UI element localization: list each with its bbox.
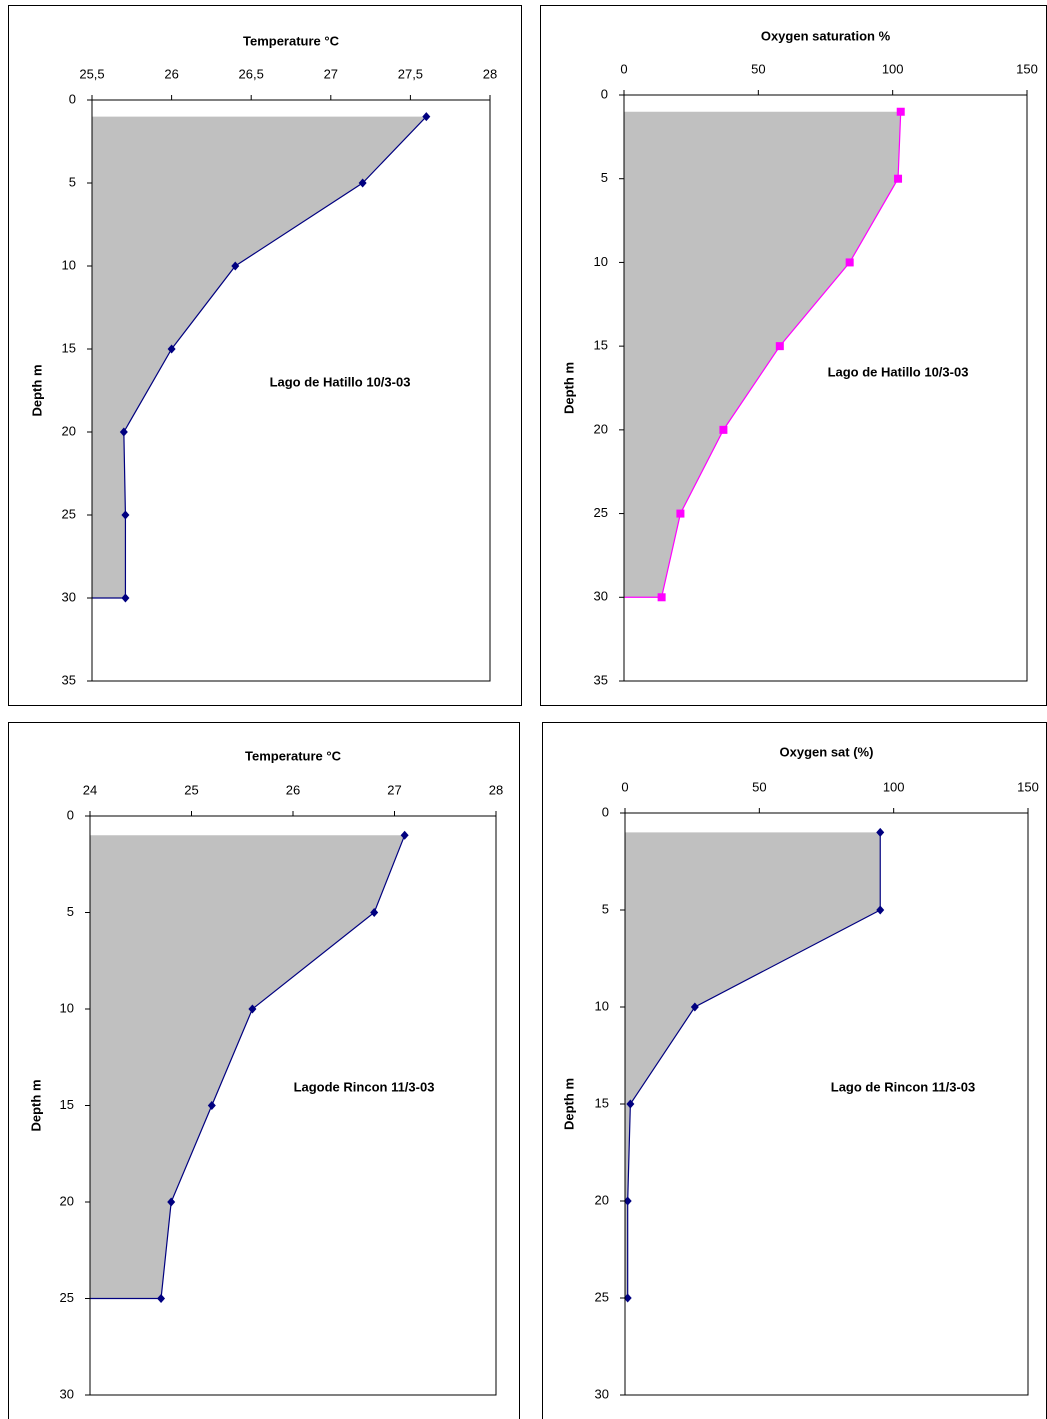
x-tick-label: 27,5: [398, 66, 423, 81]
marker: [775, 342, 784, 351]
y-tick-label: 20: [595, 1192, 609, 1207]
y-tick-label: 25: [62, 506, 76, 521]
x-tick-label: 50: [751, 61, 765, 76]
marker: [623, 1293, 632, 1303]
marker: [876, 827, 885, 837]
marker: [845, 258, 854, 267]
marker: [676, 509, 685, 518]
y-tick-label: 30: [62, 589, 76, 604]
profile-line: [627, 832, 881, 1298]
marker: [894, 174, 903, 183]
plot-border: [91, 99, 491, 682]
y-tick-label: 15: [594, 338, 608, 353]
y-tick-label: 0: [601, 86, 608, 101]
x-tick-label: 0: [621, 779, 628, 794]
x-tick-label: 28: [489, 782, 503, 797]
chart-title: Temperature °C: [243, 33, 340, 48]
annotation: Lago de Rincon 11/3-03: [831, 1079, 976, 1094]
y-tick-label: 0: [602, 804, 609, 819]
x-tick-label: 28: [483, 66, 497, 81]
y-tick-label: 5: [602, 901, 609, 916]
x-tick-label: 26,5: [239, 66, 264, 81]
x-tick-label: 100: [883, 779, 905, 794]
x-tick-label: 0: [620, 61, 627, 76]
annotation: Lago de Hatillo 10/3-03: [828, 364, 969, 379]
y-tick-label: 5: [67, 904, 74, 919]
marker: [167, 344, 176, 354]
y-tick-label: 25: [60, 1290, 74, 1305]
marker: [231, 261, 240, 271]
x-tick-label: 26: [164, 66, 178, 81]
marker: [896, 107, 905, 116]
marker: [167, 1197, 176, 1207]
marker: [626, 1099, 635, 1109]
x-tick-label: 100: [882, 61, 904, 76]
y-tick-label: 25: [595, 1289, 609, 1304]
marker: [358, 178, 367, 188]
y-tick-label: 20: [62, 423, 76, 438]
area-fill: [624, 111, 901, 598]
y-tick-label: 10: [62, 257, 76, 272]
marker: [248, 1004, 257, 1014]
marker: [690, 1002, 699, 1012]
y-axis-label: Depth m: [29, 365, 44, 417]
annotation: Lago de Hatillo 10/3-03: [270, 374, 411, 389]
y-tick-label: 30: [60, 1386, 74, 1401]
y-tick-label: 15: [60, 1097, 74, 1112]
y-axis-label: Depth m: [561, 1078, 576, 1130]
marker: [370, 908, 379, 917]
x-tick-label: 150: [1016, 61, 1038, 76]
y-tick-label: 30: [594, 589, 608, 604]
x-tick-label: 25,5: [79, 66, 104, 81]
annotation: Lagode Rincon 11/3-03: [294, 1079, 435, 1094]
x-tick-label: 50: [752, 779, 766, 794]
marker: [422, 112, 431, 122]
chart-title: Temperature °C: [245, 748, 342, 763]
y-tick-label: 15: [595, 1095, 609, 1110]
marker: [121, 510, 130, 520]
y-axis-label: Depth m: [561, 362, 576, 414]
marker: [119, 427, 128, 437]
y-tick-label: 20: [60, 1193, 74, 1208]
y-tick-label: 20: [594, 421, 608, 436]
y-tick-label: 25: [594, 505, 608, 520]
y-tick-label: 0: [67, 807, 74, 822]
profile-line: [160, 835, 406, 1299]
x-tick-label: 27: [387, 782, 401, 797]
x-tick-label: 24: [83, 782, 97, 797]
y-tick-label: 10: [594, 254, 608, 269]
chart-title: Oxygen saturation %: [761, 28, 891, 43]
y-tick-label: 30: [595, 1386, 609, 1401]
y-tick-label: 0: [69, 91, 76, 106]
x-tick-label: 25: [184, 782, 198, 797]
marker: [400, 830, 409, 840]
marker: [719, 425, 728, 434]
marker: [121, 593, 130, 603]
y-tick-label: 5: [69, 174, 76, 189]
y-tick-label: 15: [62, 340, 76, 355]
area-fill: [90, 835, 405, 1299]
area-fill: [92, 116, 427, 598]
y-tick-label: 5: [601, 170, 608, 185]
x-tick-label: 26: [286, 782, 300, 797]
y-tick-label: 35: [594, 672, 608, 687]
marker: [657, 593, 666, 602]
x-tick-label: 150: [1017, 779, 1039, 794]
x-tick-label: 27: [324, 66, 338, 81]
y-tick-label: 10: [60, 1000, 74, 1015]
plot-border: [623, 94, 1028, 682]
area-fill: [625, 832, 881, 1298]
y-axis-label: Depth m: [28, 1080, 43, 1132]
marker: [876, 905, 885, 915]
marker: [157, 1294, 166, 1303]
marker: [207, 1101, 216, 1110]
y-tick-label: 35: [62, 672, 76, 687]
marker: [623, 1196, 632, 1206]
chart-title: Oxygen sat (%): [780, 744, 874, 759]
y-tick-label: 10: [595, 998, 609, 1013]
